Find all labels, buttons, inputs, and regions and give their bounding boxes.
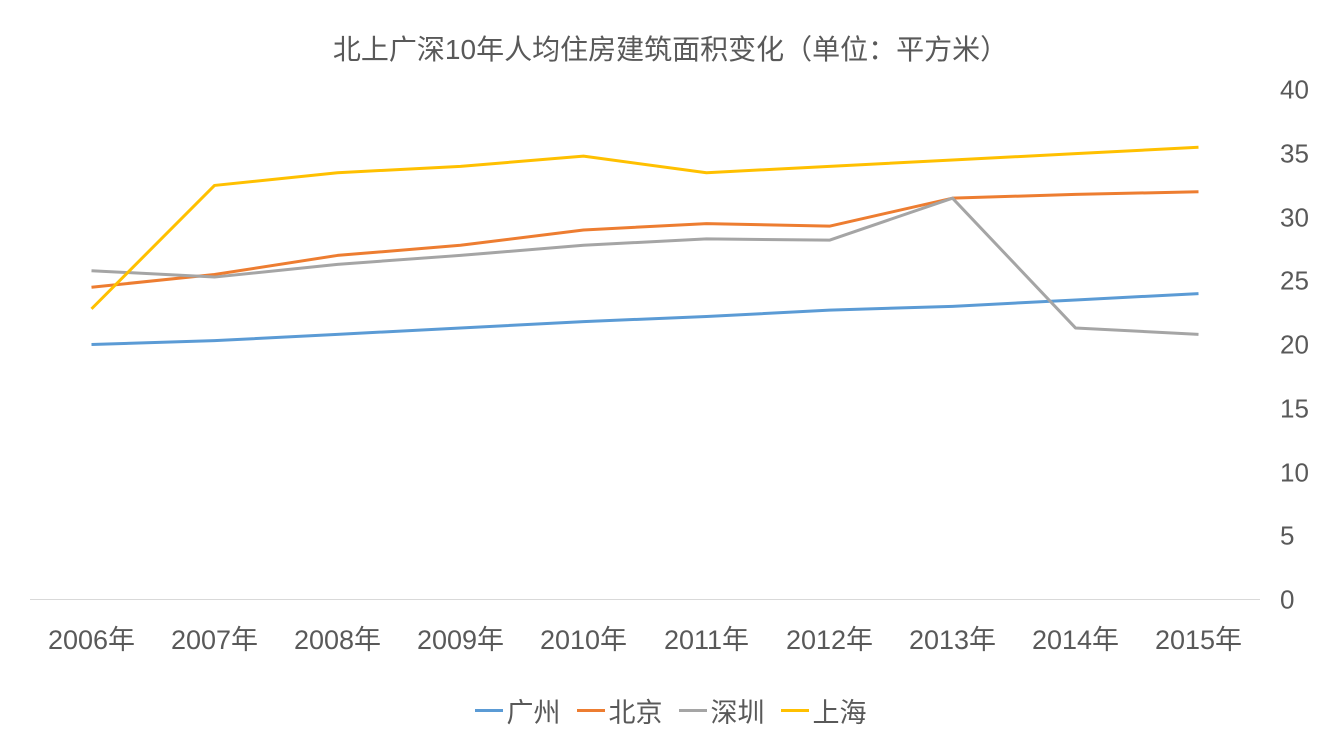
x-tick-label: 2014年	[1032, 618, 1119, 657]
legend-label: 深圳	[711, 691, 765, 730]
y-tick-label: 0	[1280, 585, 1294, 616]
x-tick-label: 2006年	[48, 618, 135, 657]
legend-item: 上海	[781, 691, 867, 730]
legend-label: 广州	[507, 691, 561, 730]
x-tick-label: 2010年	[540, 618, 627, 657]
x-tick-label: 2008年	[294, 618, 381, 657]
plot-area	[30, 90, 1260, 600]
series-line	[92, 294, 1199, 345]
legend-item: 北京	[577, 691, 663, 730]
chart-container: 北上广深10年人均住房建筑面积变化（单位：平方米） 0 5 10 15 20 25 30 35…	[0, 0, 1341, 754]
chart-lines-svg	[30, 90, 1260, 599]
legend: 广州 北京 深圳 上海	[0, 688, 1341, 730]
x-axis: 2006年 2007年 2008年 2009年 2010年 2011年 2012年 2013年…	[30, 618, 1260, 658]
x-tick-label: 2009年	[417, 618, 504, 657]
x-tick-label: 2015年	[1155, 618, 1242, 657]
y-tick-label: 15	[1280, 393, 1309, 424]
x-tick-label: 2012年	[786, 618, 873, 657]
y-tick-label: 10	[1280, 457, 1309, 488]
x-tick-label: 2013年	[909, 618, 996, 657]
legend-item: 深圳	[679, 691, 765, 730]
legend-item: 广州	[475, 691, 561, 730]
series-line	[92, 198, 1199, 334]
y-tick-label: 25	[1280, 266, 1309, 297]
y-tick-label: 30	[1280, 202, 1309, 233]
legend-swatch	[577, 709, 605, 712]
y-tick-label: 5	[1280, 521, 1294, 552]
y-tick-label: 20	[1280, 330, 1309, 361]
y-axis: 0510152025303540	[1270, 90, 1330, 600]
x-tick-label: 2007年	[171, 618, 258, 657]
x-tick-label: 2011年	[664, 618, 749, 657]
legend-swatch	[679, 709, 707, 712]
y-tick-label: 40	[1280, 75, 1309, 106]
legend-label: 北京	[609, 691, 663, 730]
chart-title: 北上广深10年人均住房建筑面积变化（单位：平方米）	[0, 0, 1341, 68]
legend-swatch	[781, 709, 809, 712]
legend-swatch	[475, 709, 503, 712]
y-tick-label: 35	[1280, 138, 1309, 169]
legend-label: 上海	[813, 691, 867, 730]
